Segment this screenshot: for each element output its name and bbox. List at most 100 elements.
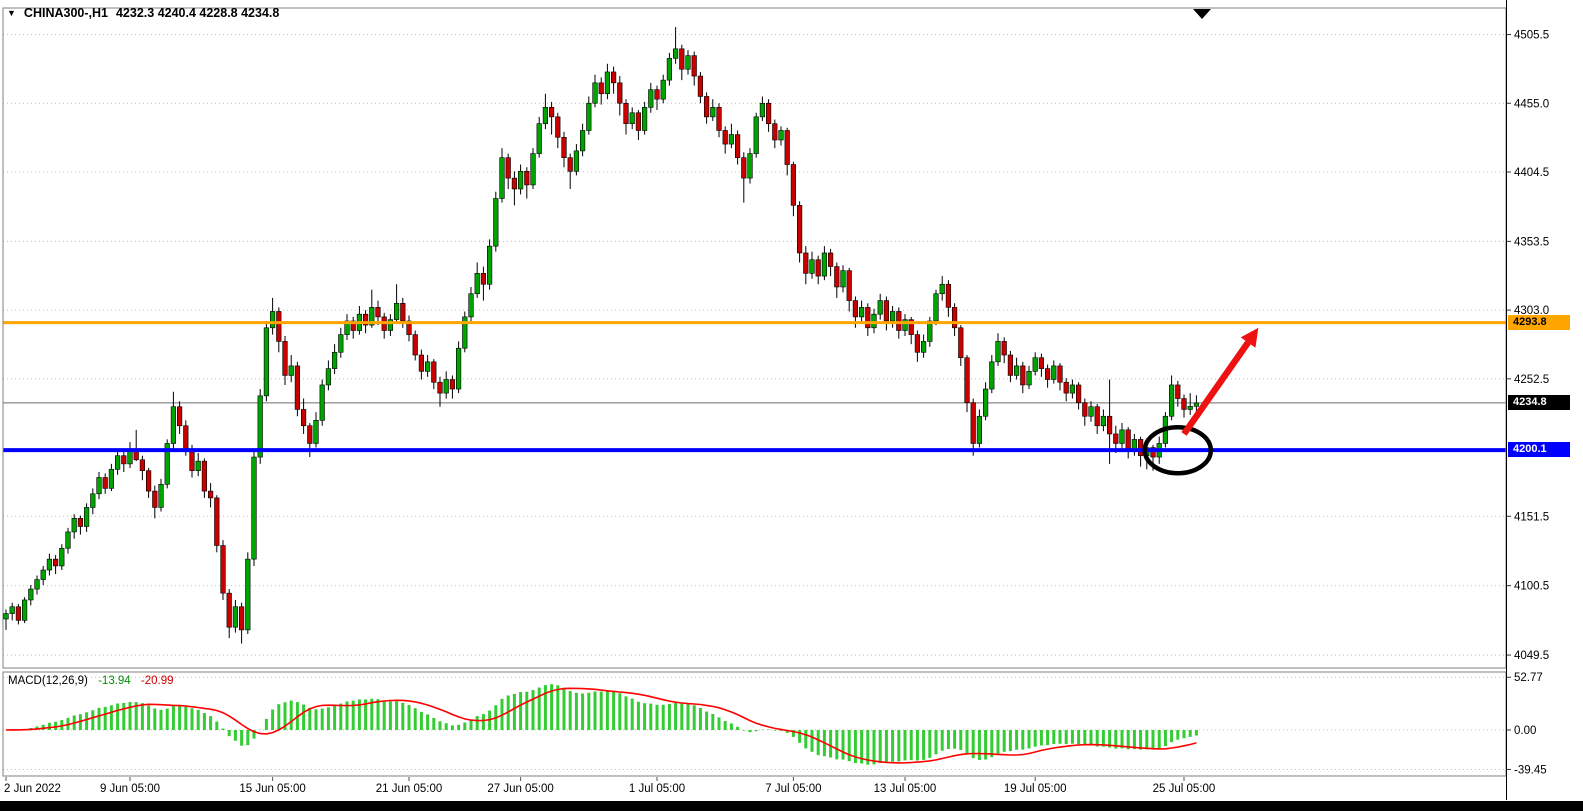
candle (369, 307, 375, 326)
candle (344, 320, 350, 335)
candle (902, 319, 908, 331)
trend-arrow-annotation[interactable] (1181, 327, 1259, 436)
candle (406, 320, 412, 335)
candle (232, 606, 239, 628)
candle (362, 313, 369, 326)
highlight-circle-annotation[interactable] (1142, 425, 1214, 476)
candle (1007, 354, 1013, 376)
candle (71, 518, 77, 533)
svg-text:4252.5: 4252.5 (1514, 374, 1549, 386)
candle (431, 361, 437, 383)
svg-text:25 Jul 05:00: 25 Jul 05:00 (1153, 783, 1216, 795)
candle (970, 402, 976, 444)
candle (276, 311, 282, 342)
svg-text:7 Jul 05:00: 7 Jul 05:00 (765, 783, 821, 795)
candle (623, 102, 629, 124)
support-price-tag[interactable]: 4200.1 (1508, 442, 1570, 458)
macd-main-value: -13.94 (98, 675, 131, 687)
candle (214, 497, 220, 546)
candle (400, 302, 406, 322)
svg-text:4049.5: 4049.5 (1514, 650, 1549, 662)
candle (939, 283, 945, 295)
candle (177, 406, 183, 427)
candle (871, 313, 877, 329)
candle (877, 300, 883, 315)
candle (586, 102, 592, 131)
candle (920, 341, 927, 353)
candle (883, 300, 889, 322)
svg-text:4353.5: 4353.5 (1514, 236, 1549, 248)
candle (722, 130, 728, 145)
candle (654, 89, 660, 100)
candle (561, 136, 567, 158)
candle (493, 198, 499, 247)
candle (716, 107, 722, 131)
symbol-dropdown-icon[interactable]: ▼ (7, 7, 16, 18)
svg-text:0.00: 0.00 (1514, 725, 1536, 737)
candle (164, 443, 170, 485)
price-axis: 4505.5 4455.0 4404.5 4353.5 4303.0 4252.5 4151… (1506, 30, 1549, 776)
resistance-price-tag[interactable]: 4293.8 (1508, 314, 1570, 330)
candle (28, 588, 34, 601)
candle (1026, 371, 1032, 386)
candle (307, 425, 313, 444)
candle (462, 316, 468, 349)
candle (3, 613, 9, 620)
candle (1038, 357, 1044, 369)
chart-shift-icon[interactable] (1193, 9, 1211, 19)
candle (858, 307, 865, 318)
candle (592, 82, 598, 104)
candle (313, 420, 319, 444)
candle (610, 71, 617, 84)
candle (821, 252, 827, 277)
svg-text:4303.0: 4303.0 (1514, 305, 1549, 317)
svg-text:9 Jun 05:00: 9 Jun 05:00 (100, 783, 160, 795)
candle (65, 531, 71, 549)
svg-text:19 Jul 05:00: 19 Jul 05:00 (1004, 783, 1067, 795)
candle (672, 48, 679, 59)
candle (933, 293, 939, 322)
candle (982, 388, 989, 417)
candle (648, 89, 654, 108)
candle (412, 334, 418, 356)
candle (796, 205, 803, 254)
candle (617, 82, 623, 104)
candle (852, 300, 858, 318)
candle (1076, 384, 1082, 403)
candle (263, 327, 270, 397)
candle (90, 493, 96, 508)
candle (964, 357, 970, 403)
candle (1119, 429, 1125, 444)
macd-signal-line (5, 687, 1197, 764)
candle (127, 449, 133, 465)
candle (778, 130, 784, 141)
candles-series (3, 27, 1199, 644)
candle (567, 157, 573, 172)
candle (660, 79, 666, 100)
candle (555, 116, 561, 138)
svg-text:4100.5: 4100.5 (1514, 581, 1549, 593)
candle (846, 270, 852, 301)
candle (579, 130, 586, 152)
candle (1082, 402, 1088, 417)
candle (257, 395, 263, 458)
candle (809, 259, 815, 274)
svg-text:27 Jun 05:00: 27 Jun 05:00 (487, 783, 554, 795)
candle (480, 273, 487, 285)
candle (703, 96, 710, 118)
candle (282, 341, 288, 376)
candle (1032, 357, 1038, 372)
candle (102, 477, 108, 489)
candle (728, 134, 734, 145)
candle (269, 311, 276, 329)
svg-text:52.77: 52.77 (1514, 672, 1543, 684)
candle (815, 259, 821, 277)
candle (710, 107, 716, 118)
macd-label: MACD(12,26,9) -13.94 -20.99 (8, 675, 174, 687)
candle (1187, 406, 1193, 410)
candle (1169, 384, 1175, 417)
svg-text:4505.5: 4505.5 (1514, 30, 1549, 42)
candle (226, 592, 232, 628)
candle (1138, 439, 1144, 457)
